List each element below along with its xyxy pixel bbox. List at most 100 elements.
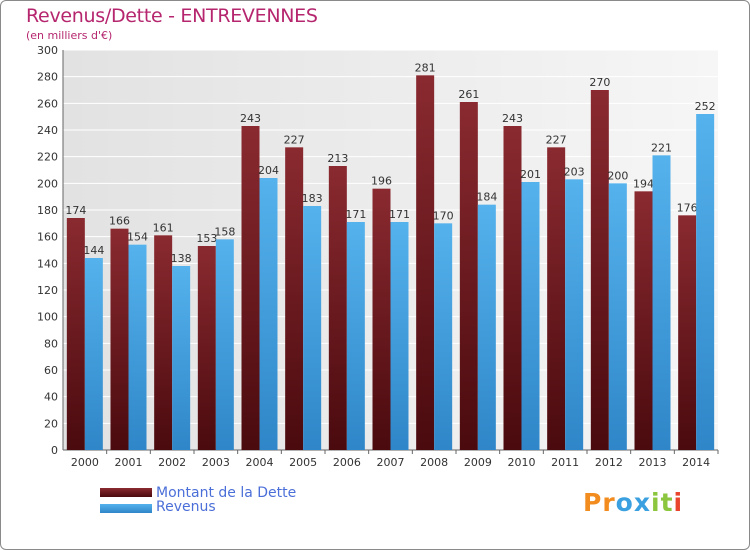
data-label-dette: 161 — [153, 221, 174, 234]
y-tick-label: 180 — [37, 204, 58, 217]
data-label-revenus: 144 — [83, 244, 104, 257]
bar-dette — [241, 126, 260, 450]
data-label-revenus: 171 — [389, 208, 410, 221]
bar-revenus — [303, 206, 322, 450]
bar-dette — [110, 228, 129, 450]
data-label-dette: 270 — [589, 76, 610, 89]
bar-revenus — [696, 114, 715, 450]
bar-revenus — [128, 244, 147, 450]
bar-revenus — [346, 222, 365, 450]
y-tick-label: 140 — [37, 257, 58, 270]
logo-letter: r — [602, 488, 616, 517]
data-label-dette: 243 — [240, 112, 261, 125]
bar-revenus — [565, 179, 584, 451]
bar-dette — [372, 188, 391, 450]
data-label-dette: 213 — [327, 152, 348, 165]
bar-revenus — [434, 223, 453, 450]
bar-revenus — [172, 266, 191, 450]
logo-letter: t — [660, 488, 674, 517]
data-label-dette: 174 — [65, 204, 86, 217]
y-tick-label: 80 — [44, 337, 58, 350]
bar-revenus — [259, 178, 278, 450]
data-label-dette: 281 — [415, 61, 436, 74]
y-tick-label: 100 — [37, 311, 58, 324]
x-tick-label: 2010 — [508, 456, 536, 469]
data-label-revenus: 201 — [520, 168, 541, 181]
chart-title: Revenus/Dette - ENTREVENNES — [26, 5, 318, 27]
x-tick-label: 2013 — [639, 456, 667, 469]
proxiti-logo[interactable]: Proxiti — [583, 488, 683, 517]
bar-dette — [459, 102, 478, 450]
data-label-dette: 153 — [196, 232, 217, 245]
bar-revenus — [215, 239, 234, 450]
data-label-revenus: 170 — [433, 209, 454, 222]
data-label-revenus: 138 — [171, 252, 192, 265]
data-label-revenus: 171 — [345, 208, 366, 221]
bar-revenus — [521, 182, 540, 450]
data-label-dette: 243 — [502, 112, 523, 125]
bar-dette — [634, 191, 653, 451]
legend-swatch-revenus — [100, 504, 152, 513]
x-tick-label: 2007 — [377, 456, 405, 469]
data-label-revenus: 252 — [695, 100, 716, 113]
y-tick-label: 20 — [44, 417, 58, 430]
y-tick-label: 40 — [44, 391, 58, 404]
data-label-revenus: 200 — [607, 169, 628, 182]
data-label-revenus: 203 — [564, 165, 585, 178]
y-tick-label: 200 — [37, 177, 58, 190]
data-label-revenus: 204 — [258, 164, 279, 177]
data-label-dette: 227 — [546, 133, 567, 146]
bar-dette — [285, 147, 304, 451]
y-tick-label: 220 — [37, 151, 58, 164]
y-tick-label: 240 — [37, 124, 58, 137]
data-label-dette: 194 — [633, 177, 654, 190]
x-tick-label: 2009 — [464, 456, 492, 469]
y-tick-label: 300 — [37, 44, 58, 57]
y-tick-label: 280 — [37, 71, 58, 84]
x-tick-label: 2014 — [682, 456, 710, 469]
legend-swatch-dette — [100, 488, 152, 497]
bar-dette — [678, 215, 697, 450]
logo-letter: o — [615, 488, 634, 517]
bar-dette — [547, 147, 566, 451]
x-tick-label: 2002 — [158, 456, 186, 469]
bar-revenus — [608, 183, 627, 451]
data-label-dette: 261 — [458, 88, 479, 101]
x-tick-label: 2011 — [551, 456, 579, 469]
bar-dette — [590, 90, 609, 450]
bar-revenus — [477, 204, 496, 450]
y-tick-label: 160 — [37, 231, 58, 244]
bar-dette — [154, 235, 173, 450]
y-tick-label: 0 — [51, 444, 58, 457]
bar-dette — [66, 218, 85, 450]
bar-dette — [197, 246, 216, 450]
x-tick-label: 2008 — [420, 456, 448, 469]
logo-letter: x — [633, 488, 651, 517]
x-tick-label: 2006 — [333, 456, 361, 469]
bar-revenus — [390, 222, 409, 450]
bar-dette — [328, 166, 347, 450]
logo-letter: i — [673, 488, 684, 517]
logo-letter: P — [583, 488, 603, 517]
data-label-dette: 227 — [284, 133, 305, 146]
bar-revenus — [84, 258, 103, 450]
data-label-revenus: 158 — [214, 225, 235, 238]
x-tick-label: 2012 — [595, 456, 623, 469]
x-tick-label: 2003 — [202, 456, 230, 469]
bar-revenus — [652, 155, 671, 451]
chart-subtitle: (en milliers d'€) — [26, 29, 113, 42]
y-tick-label: 120 — [37, 284, 58, 297]
data-label-revenus: 184 — [476, 191, 497, 204]
x-tick-label: 2004 — [246, 456, 274, 469]
x-tick-label: 2005 — [289, 456, 317, 469]
y-tick-label: 260 — [37, 97, 58, 110]
bar-dette — [503, 126, 522, 450]
data-label-dette: 196 — [371, 175, 392, 188]
data-label-revenus: 183 — [302, 192, 323, 205]
legend-label-revenus: Revenus — [156, 499, 216, 515]
data-label-revenus: 221 — [651, 141, 672, 154]
logo-letter: i — [651, 488, 661, 517]
data-label-dette: 176 — [677, 201, 698, 214]
legend-label-dette: Montant de la Dette — [156, 485, 297, 501]
